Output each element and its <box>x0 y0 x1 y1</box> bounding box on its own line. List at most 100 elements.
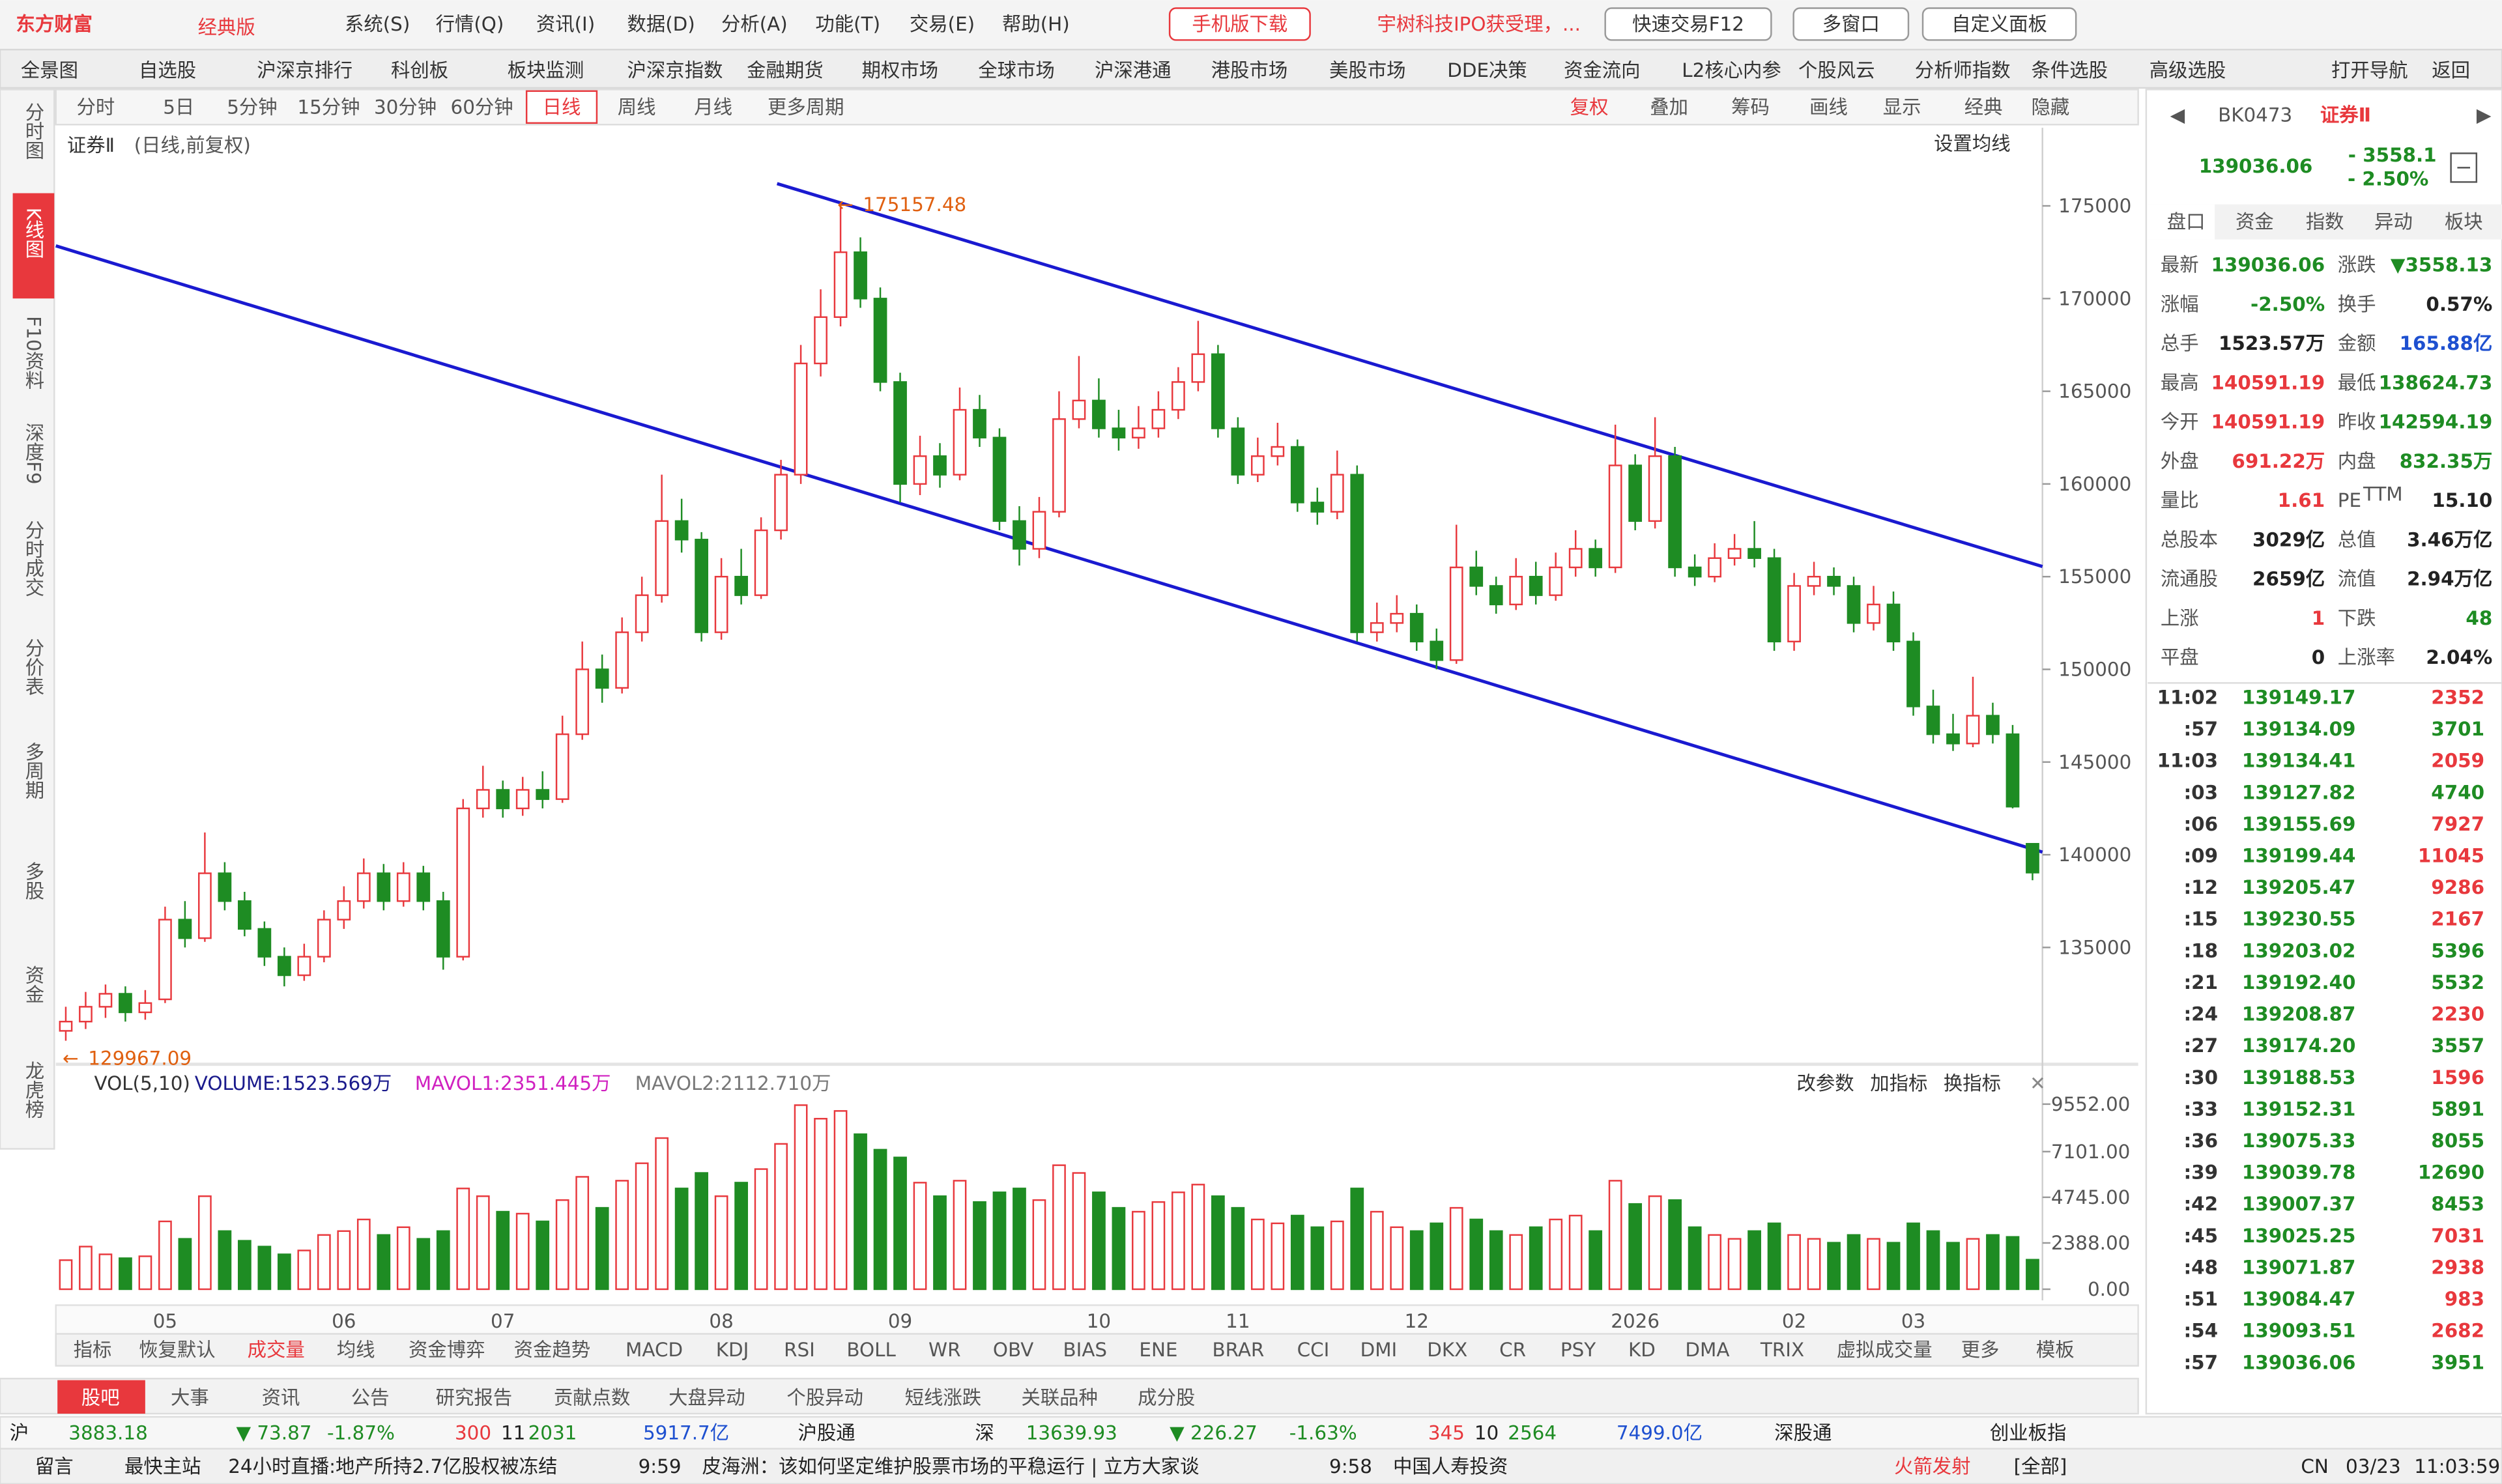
bottom-tab[interactable]: 资讯 <box>262 1387 300 1409</box>
side-tab[interactable]: 多股 <box>22 862 44 900</box>
toolbar-item[interactable]: 筹码 <box>1731 96 1770 118</box>
side-tab[interactable]: 分时成交 <box>22 521 44 597</box>
menu-item[interactable]: 帮助(H) <box>1002 13 1070 35</box>
nav-item[interactable]: 科创板 <box>391 59 448 81</box>
multi-window[interactable]: 多窗口 <box>1822 13 1880 35</box>
indicator-tab[interactable]: KDJ <box>716 1339 749 1361</box>
toolbar-item[interactable]: 隐藏 <box>2032 96 2070 118</box>
news-item[interactable]: 24小时直播:地产所持2.7亿股权被冻结 <box>228 1455 557 1477</box>
indicator-tab[interactable]: PSY <box>1560 1339 1596 1361</box>
nav-item[interactable]: 金融期货 <box>747 59 824 81</box>
nav-item[interactable]: 高级选股 <box>2150 59 2226 81</box>
bottom-tab[interactable]: 成分股 <box>1138 1387 1195 1409</box>
indicator-tab[interactable]: BIAS <box>1063 1339 1108 1361</box>
toolbar-item[interactable]: 画线 <box>1809 96 1848 118</box>
indicator-tab[interactable]: 模板 <box>2036 1339 2075 1361</box>
period-tab[interactable]: 5日 <box>163 96 194 118</box>
bottom-tab[interactable]: 研究报告 <box>436 1387 513 1409</box>
bottom-tab[interactable]: 大盘异动 <box>669 1387 745 1409</box>
side-tab[interactable]: F10资料 <box>22 316 44 390</box>
nav-item[interactable]: 分析师指数 <box>1915 59 2011 81</box>
nav-item[interactable]: 打开导航 <box>2331 59 2408 81</box>
period-tab[interactable]: 日线 <box>543 96 581 118</box>
menu-item[interactable]: 行情(Q) <box>436 13 504 35</box>
quick-trade[interactable]: 快速交易F12 <box>1632 13 1744 35</box>
news-item[interactable]: 皮海洲：该如何坚定维护股票市场的平稳运行 | 立方大家谈 <box>702 1455 1200 1478</box>
custom-panel-button[interactable] <box>1921 7 2077 41</box>
indicator-tab[interactable]: TRIX <box>1760 1339 1804 1361</box>
menu-item[interactable]: 系统(S) <box>345 13 410 35</box>
toolbar-item[interactable]: 显示 <box>1883 96 1921 118</box>
toolbar-item[interactable]: 复权 <box>1570 96 1609 118</box>
custom-panel[interactable]: 自定义面板 <box>1951 13 2047 35</box>
prev-arrow[interactable]: ◀ <box>2170 104 2185 126</box>
quote-tab[interactable]: 资金 <box>2236 211 2274 233</box>
indicator-tab[interactable]: 虚拟成交量 <box>1837 1339 1933 1361</box>
period-tab[interactable]: 15分钟 <box>297 96 360 118</box>
side-tab[interactable]: 龙虎榜 <box>22 1061 44 1119</box>
menu-item[interactable]: 资讯(I) <box>536 13 595 35</box>
nav-item[interactable]: 板块监测 <box>508 59 584 81</box>
bottom-tab[interactable]: 贡献点数 <box>554 1387 631 1409</box>
indicator-tab[interactable]: 资金博弈 <box>409 1339 485 1361</box>
nav-item[interactable]: L2核心内参 <box>1682 59 1781 81</box>
nav-item[interactable]: 自选股 <box>139 59 196 81</box>
mobile-button[interactable] <box>1168 7 1311 41</box>
nav-item[interactable]: 港股市场 <box>1211 59 1288 81</box>
bottom-tab[interactable]: 短线涨跌 <box>905 1387 982 1409</box>
indicator-tab[interactable]: 成交量 <box>248 1339 305 1361</box>
indicator-tab[interactable]: DKX <box>1427 1339 1467 1361</box>
quote-tab[interactable]: 异动 <box>2374 211 2413 233</box>
nav-item[interactable]: 资金流向 <box>1564 59 1641 81</box>
side-tab[interactable]: 分时图 <box>22 102 44 160</box>
period-tab[interactable]: 周线 <box>618 96 656 118</box>
indicator-tab[interactable]: KD <box>1628 1339 1656 1361</box>
indicator-tab[interactable]: CR <box>1499 1339 1526 1361</box>
period-tab[interactable]: 5分钟 <box>227 96 277 118</box>
mobile-download[interactable]: 手机版下载 <box>1192 13 1287 35</box>
bottom-tab[interactable]: 大事 <box>171 1387 209 1409</box>
bottom-tab[interactable]: 个股异动 <box>786 1387 863 1409</box>
indicator-tab[interactable]: DMA <box>1685 1339 1729 1361</box>
quote-tab[interactable]: 板块 <box>2445 211 2483 233</box>
menu-item[interactable]: 数据(D) <box>627 13 695 35</box>
bottom-tab[interactable]: 公告 <box>351 1387 390 1409</box>
period-tab[interactable]: 更多周期 <box>768 96 844 118</box>
indicator-tab[interactable]: DMI <box>1360 1339 1398 1361</box>
indicator-action[interactable]: 加指标 <box>1870 1072 1927 1094</box>
side-tab[interactable]: 多周期 <box>22 742 44 800</box>
nav-item[interactable]: 美股市场 <box>1329 59 1406 81</box>
menu-item[interactable]: 交易(E) <box>910 13 975 35</box>
close-icon[interactable]: ✕ <box>2030 1072 2046 1094</box>
nav-item[interactable]: 期权市场 <box>861 59 938 81</box>
side-tab[interactable]: 深度F9 <box>22 423 44 484</box>
next-arrow[interactable]: ▶ <box>2477 104 2492 126</box>
nav-item[interactable]: 沪深京排行 <box>257 59 352 81</box>
nav-item[interactable]: 返回 <box>2432 59 2470 81</box>
indicator-tab[interactable]: 指标 <box>74 1339 112 1361</box>
nav-item[interactable]: 个股风云 <box>1798 59 1875 81</box>
toolbar-item[interactable]: 经典 <box>1964 96 2003 118</box>
side-tab[interactable]: 分价表 <box>22 638 44 696</box>
bottom-tab[interactable]: 关联品种 <box>1021 1387 1098 1409</box>
indicator-tab[interactable]: MACD <box>626 1339 683 1361</box>
nav-item[interactable]: 沪深港通 <box>1095 59 1172 81</box>
side-tab[interactable]: K线图 <box>22 208 44 259</box>
indicator-tab[interactable]: RSI <box>784 1339 815 1361</box>
nav-item[interactable]: DDE决策 <box>1447 59 1527 81</box>
nav-item[interactable]: 全球市场 <box>978 59 1055 81</box>
indicator-tab[interactable]: OBV <box>993 1339 1033 1361</box>
period-tab[interactable]: 分时 <box>77 96 115 118</box>
indicator-action[interactable]: 换指标 <box>1944 1072 2001 1094</box>
nav-item[interactable]: 全景图 <box>21 59 78 81</box>
news-ticker[interactable]: 宇树科技IPO获受理，... <box>1377 13 1581 35</box>
indicator-tab[interactable]: 恢复默认 <box>139 1339 216 1361</box>
quick-trade-button[interactable] <box>1604 7 1772 41</box>
news-item[interactable]: 中国人寿投资 <box>1393 1455 1508 1477</box>
indicator-tab[interactable]: 均线 <box>337 1339 375 1361</box>
indicator-tab[interactable]: BRAR <box>1212 1339 1264 1361</box>
nav-item[interactable]: 沪深京指数 <box>627 59 723 81</box>
menu-item[interactable]: 分析(A) <box>721 13 788 35</box>
menu-item[interactable]: 功能(T) <box>815 13 880 35</box>
multi-window-button[interactable] <box>1792 7 1910 41</box>
